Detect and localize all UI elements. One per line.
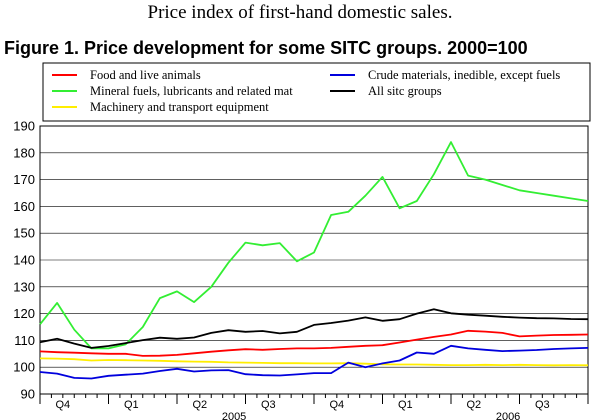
y-tick-label: 190 (13, 119, 35, 134)
series-line-4 (39, 308, 589, 349)
year-label: 2005 (222, 411, 246, 420)
y-tick-label: 180 (13, 145, 35, 160)
y-tick-label: 110 (14, 333, 35, 348)
x-axis: Q4 Q1 Q2 Q3 Q4 Q1 Q2 Q3 2005 2006 (39, 394, 589, 420)
legend-box (42, 62, 591, 122)
series-line-3 (39, 344, 589, 380)
legend-label: Machinery and transport equipment (90, 100, 269, 114)
y-tick-label: 120 (13, 306, 35, 321)
legend: Food and live animals Mineral fuels, lubr… (52, 68, 560, 114)
quarter-label: Q4 (329, 399, 344, 411)
y-axis: 90 100 110 120 130 140 150 160 170 180 190 (13, 119, 35, 402)
grid-lines (40, 152, 588, 368)
quarter-label: Q2 (466, 399, 481, 411)
legend-label: Food and live animals (90, 68, 201, 82)
quarter-label: Q1 (124, 399, 139, 411)
chart-subtitle: Price index of first-hand domestic sales… (147, 2, 453, 23)
y-tick-label: 90 (21, 387, 35, 402)
quarter-label: Q1 (398, 399, 413, 411)
y-tick-label: 170 (13, 172, 35, 187)
legend-label: Crude materials, inedible, except fuels (368, 68, 560, 82)
series-line-2 (39, 357, 589, 367)
y-tick-label: 100 (13, 360, 35, 375)
legend-label: Mineral fuels, lubricants and related ma… (90, 84, 293, 98)
quarter-label: Q2 (192, 399, 207, 411)
legend-label: All sitc groups (368, 84, 442, 98)
quarter-label: Q3 (535, 399, 550, 411)
quarter-label: Q4 (55, 399, 70, 411)
y-tick-label: 140 (13, 253, 35, 268)
quarter-label: Q3 (261, 399, 276, 411)
y-tick-label: 150 (13, 226, 35, 241)
y-tick-label: 160 (13, 199, 35, 214)
y-tick-label: 130 (13, 279, 35, 294)
series-lines (39, 141, 589, 380)
year-label: 2006 (496, 411, 520, 420)
series-line-1 (39, 141, 589, 350)
figure-title: Figure 1. Price development for some SIT… (4, 38, 528, 58)
series-line-0 (39, 329, 589, 357)
